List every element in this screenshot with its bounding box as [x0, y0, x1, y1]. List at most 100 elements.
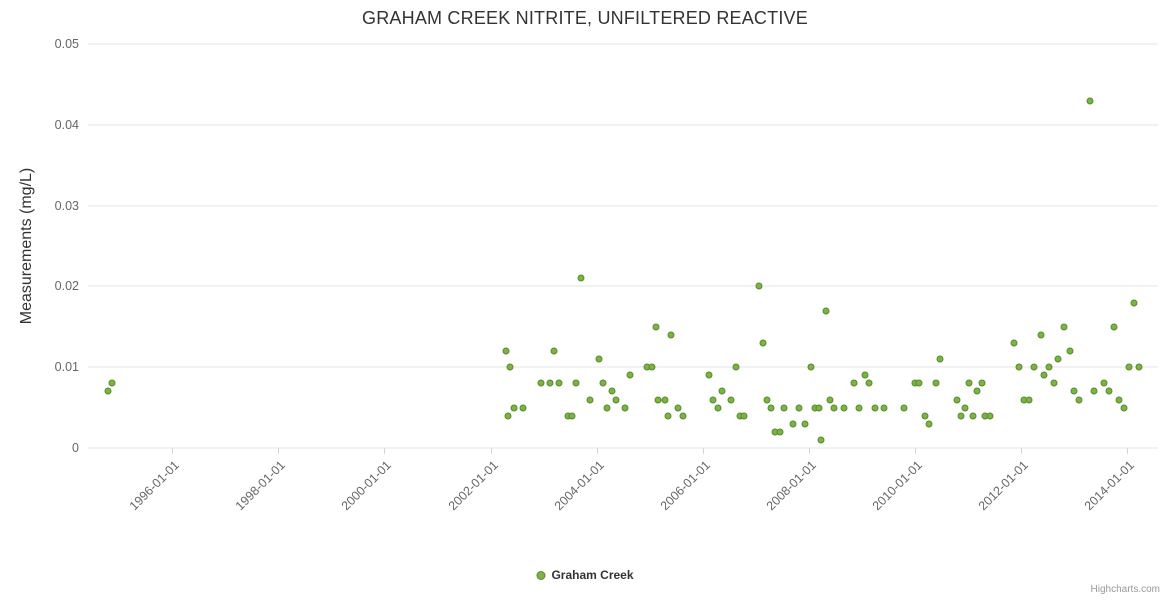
- data-point[interactable]: [826, 396, 834, 404]
- data-point[interactable]: [932, 379, 940, 387]
- data-point[interactable]: [586, 396, 594, 404]
- data-point[interactable]: [801, 420, 809, 428]
- data-point[interactable]: [577, 274, 585, 282]
- data-point[interactable]: [961, 404, 969, 412]
- data-point[interactable]: [817, 436, 825, 444]
- data-point[interactable]: [595, 355, 603, 363]
- data-point[interactable]: [978, 379, 986, 387]
- data-point[interactable]: [740, 412, 748, 420]
- data-point[interactable]: [1135, 363, 1143, 371]
- data-point[interactable]: [732, 363, 740, 371]
- data-point[interactable]: [727, 396, 735, 404]
- data-point[interactable]: [502, 347, 510, 355]
- data-point[interactable]: [780, 404, 788, 412]
- data-point[interactable]: [900, 404, 908, 412]
- data-point[interactable]: [1025, 396, 1033, 404]
- data-point[interactable]: [759, 339, 767, 347]
- data-point[interactable]: [925, 420, 933, 428]
- data-point[interactable]: [830, 404, 838, 412]
- data-point[interactable]: [1066, 347, 1074, 355]
- data-point[interactable]: [648, 363, 656, 371]
- data-point[interactable]: [880, 404, 888, 412]
- data-point[interactable]: [840, 404, 848, 412]
- data-point[interactable]: [1086, 97, 1094, 105]
- data-point[interactable]: [608, 387, 616, 395]
- data-point[interactable]: [621, 404, 629, 412]
- data-point[interactable]: [555, 379, 563, 387]
- data-point[interactable]: [973, 387, 981, 395]
- data-point[interactable]: [789, 420, 797, 428]
- data-point[interactable]: [654, 396, 662, 404]
- data-point[interactable]: [865, 379, 873, 387]
- data-point[interactable]: [915, 379, 923, 387]
- data-point[interactable]: [550, 347, 558, 355]
- data-point[interactable]: [504, 412, 512, 420]
- data-point[interactable]: [936, 355, 944, 363]
- data-point[interactable]: [1045, 363, 1053, 371]
- data-point[interactable]: [855, 404, 863, 412]
- data-point[interactable]: [1030, 363, 1038, 371]
- data-point[interactable]: [1070, 387, 1078, 395]
- data-point[interactable]: [1090, 387, 1098, 395]
- data-point[interactable]: [850, 379, 858, 387]
- data-point[interactable]: [815, 404, 823, 412]
- data-point[interactable]: [1010, 339, 1018, 347]
- data-point[interactable]: [679, 412, 687, 420]
- data-point[interactable]: [921, 412, 929, 420]
- data-point[interactable]: [969, 412, 977, 420]
- data-point[interactable]: [755, 282, 763, 290]
- data-point[interactable]: [612, 396, 620, 404]
- data-point[interactable]: [626, 371, 634, 379]
- data-point[interactable]: [1054, 355, 1062, 363]
- data-point[interactable]: [510, 404, 518, 412]
- data-point[interactable]: [1100, 379, 1108, 387]
- data-point[interactable]: [1130, 299, 1138, 307]
- data-point[interactable]: [1120, 404, 1128, 412]
- data-point[interactable]: [599, 379, 607, 387]
- data-point[interactable]: [953, 396, 961, 404]
- data-point[interactable]: [1060, 323, 1068, 331]
- data-point[interactable]: [661, 396, 669, 404]
- data-point[interactable]: [871, 404, 879, 412]
- x-tick-label: 2004-01-01: [551, 458, 607, 514]
- data-point[interactable]: [1015, 363, 1023, 371]
- data-point[interactable]: [822, 307, 830, 315]
- data-point[interactable]: [1115, 396, 1123, 404]
- data-point[interactable]: [1037, 331, 1045, 339]
- data-point[interactable]: [667, 331, 675, 339]
- data-point[interactable]: [546, 379, 554, 387]
- data-point[interactable]: [965, 379, 973, 387]
- data-point[interactable]: [572, 379, 580, 387]
- data-point[interactable]: [1075, 396, 1083, 404]
- data-point[interactable]: [1050, 379, 1058, 387]
- data-point[interactable]: [506, 363, 514, 371]
- data-point[interactable]: [664, 412, 672, 420]
- data-point[interactable]: [1110, 323, 1118, 331]
- data-point[interactable]: [1040, 371, 1048, 379]
- highcharts-credits-link[interactable]: Highcharts.com: [1090, 584, 1160, 595]
- data-point[interactable]: [1125, 363, 1132, 371]
- x-tick-label: 1998-01-01: [233, 458, 289, 514]
- data-point[interactable]: [861, 371, 869, 379]
- data-point[interactable]: [603, 404, 611, 412]
- data-point[interactable]: [957, 412, 965, 420]
- data-point[interactable]: [714, 404, 722, 412]
- data-point[interactable]: [795, 404, 803, 412]
- data-point[interactable]: [108, 379, 116, 387]
- data-point[interactable]: [568, 412, 576, 420]
- data-point[interactable]: [767, 404, 775, 412]
- data-point[interactable]: [807, 363, 815, 371]
- data-point[interactable]: [776, 428, 784, 436]
- data-point[interactable]: [674, 404, 682, 412]
- data-point[interactable]: [709, 396, 717, 404]
- data-point[interactable]: [1105, 387, 1113, 395]
- data-point[interactable]: [986, 412, 994, 420]
- data-point[interactable]: [104, 387, 112, 395]
- data-point[interactable]: [652, 323, 660, 331]
- data-point[interactable]: [537, 379, 545, 387]
- legend-item-graham-creek[interactable]: Graham Creek: [536, 568, 634, 582]
- data-point[interactable]: [763, 396, 771, 404]
- data-point[interactable]: [519, 404, 527, 412]
- data-point[interactable]: [718, 387, 726, 395]
- data-point[interactable]: [705, 371, 713, 379]
